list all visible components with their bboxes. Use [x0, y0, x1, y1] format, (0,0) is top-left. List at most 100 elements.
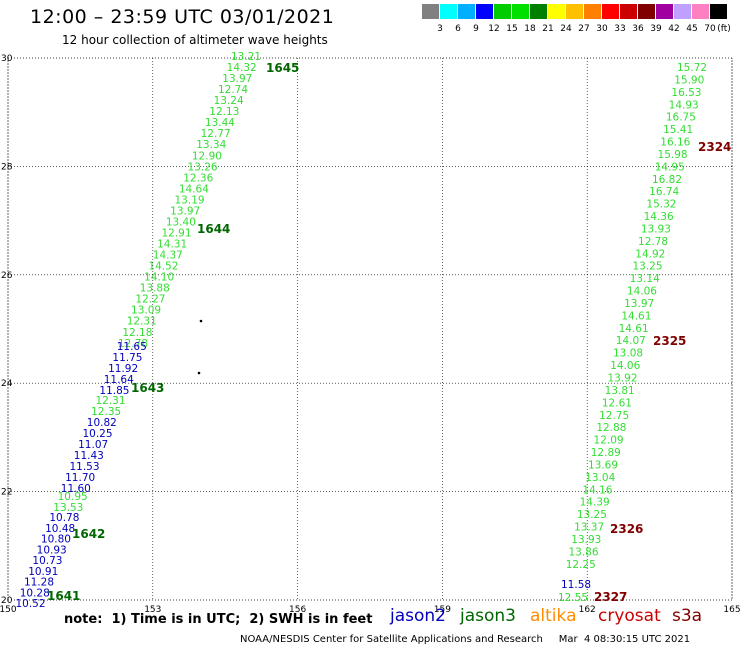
wave-height-value: 10.95 [58, 491, 88, 503]
wave-height-value: 14.61 [621, 310, 651, 322]
wave-height-value: 14.64 [179, 183, 209, 195]
lat-tick-label: 20 [1, 596, 13, 606]
lat-tick-label: 30 [1, 54, 13, 64]
page-subtitle: 12 hour collection of altimeter wave hei… [62, 33, 328, 47]
pass-time-label: 1642 [72, 527, 105, 541]
scale-label: 36 [632, 24, 644, 34]
wave-height-value: 15.41 [663, 124, 693, 136]
pass-time-label: 2325 [653, 334, 686, 348]
wave-height-value: 13.97 [222, 73, 252, 85]
scale-swatch [584, 4, 601, 19]
pass-time-label: 1641 [47, 589, 80, 603]
map-grid [7, 57, 733, 601]
scale-swatch [440, 4, 457, 19]
lon-tick-label: 159 [434, 605, 451, 615]
wave-height-value: 12.91 [161, 227, 191, 239]
wave-height-value: 12.13 [209, 106, 239, 118]
scale-label: 9 [473, 24, 479, 34]
scale-swatch [656, 4, 673, 19]
wave-height-value: 13.69 [588, 459, 618, 471]
scale-swatch [638, 4, 655, 19]
wave-height-value: 13.34 [196, 139, 226, 151]
scale-swatch [512, 4, 529, 19]
wave-height-value: 10.28 [20, 587, 50, 599]
wave-height-value: 14.32 [227, 62, 257, 74]
wave-height-value: 11.28 [24, 577, 54, 589]
pass-time-label: 2326 [610, 522, 643, 536]
scale-label: 15 [506, 24, 518, 34]
scale-label: 45 [686, 24, 698, 34]
scale-label: 21 [542, 24, 554, 34]
pass-time-label: 2327 [594, 590, 627, 604]
wave-height-value: 10.52 [15, 598, 45, 610]
wave-height-value: 12.36 [183, 172, 213, 184]
wave-height-value: 13.97 [170, 205, 200, 217]
legend-cryosat: cryosat [598, 606, 661, 626]
wave-height-value: 13.81 [605, 385, 635, 397]
lon-tick-label: 156 [289, 605, 306, 615]
wave-height-value: 12.25 [566, 559, 596, 571]
wave-height-value: 14.07 [616, 335, 646, 347]
scale-label: 39 [650, 24, 662, 34]
wave-height-value: 12.55 [558, 592, 588, 604]
wave-height-value: 14.06 [627, 286, 657, 298]
scale-swatch [530, 4, 547, 19]
wave-height-value: 11.58 [561, 579, 591, 591]
wave-height-value: 10.48 [45, 523, 75, 535]
lat-tick-label: 22 [1, 488, 12, 498]
wave-height-value: 15.90 [674, 74, 704, 86]
scale-swatch [566, 4, 583, 19]
wave-height-value: 12.18 [122, 327, 152, 339]
wave-height-value: 11.92 [108, 363, 138, 375]
wave-height-value: 11.60 [61, 483, 91, 495]
lat-tick-label: 26 [1, 271, 13, 281]
wave-height-value: 12.35 [91, 406, 121, 418]
scale-label: 70 [704, 24, 716, 34]
wave-height-value: 13.53 [53, 502, 83, 514]
wave-height-value: 14.95 [655, 161, 685, 173]
wave-height-value: 14.93 [669, 99, 699, 111]
scale-label: 33 [614, 24, 626, 34]
footer-credit: NOAA/NESDIS Center for Satellite Applica… [240, 634, 691, 645]
wave-height-value: 10.25 [82, 428, 112, 440]
wave-height-value: 13.21 [231, 51, 261, 63]
wave-height-value: 13.09 [131, 305, 161, 317]
pass-time-label: 2324 [698, 140, 731, 154]
wave-height-value: 12.31 [95, 395, 125, 407]
wave-height-value: 14.31 [157, 239, 187, 251]
scale-label: 24 [560, 24, 572, 34]
wave-height-value: 14.39 [580, 497, 610, 509]
lon-tick-label: 162 [579, 605, 596, 615]
wave-height-value: 14.37 [153, 250, 183, 262]
wave-height-value: 13.25 [632, 261, 662, 273]
wave-height-value: 11.07 [78, 439, 108, 451]
legend-jason2: jason2 [390, 606, 446, 626]
scale-swatch [602, 4, 619, 19]
wave-height-value: 11.43 [74, 450, 104, 462]
wave-height-value: 12.27 [135, 294, 165, 306]
scale-label: 27 [578, 24, 590, 34]
lat-tick-label: 24 [1, 379, 13, 389]
time-labels: 1645 1644 1643 1642 1641 2324 2325 2326 2327 [47, 61, 731, 604]
wave-height-value: 16.53 [671, 87, 701, 99]
scale-swatch [458, 4, 475, 19]
island-dot [199, 319, 203, 323]
pass-time-label: 1645 [266, 61, 299, 75]
wave-height-value: 14.16 [582, 484, 612, 496]
scale-label: 30 [596, 24, 608, 34]
pass-time-label: 1644 [197, 222, 230, 236]
scale-unit: (ft) [717, 24, 731, 34]
wave-height-value: 15.98 [658, 149, 688, 161]
wave-height-value: 13.19 [175, 194, 205, 206]
legend-altika: altika [530, 606, 577, 626]
track-labels: 13.2114.3213.9712.7413.2412.1313.4412.77… [15, 51, 707, 610]
wave-height-value: 14.06 [610, 360, 640, 372]
lon-tick-label: 153 [144, 605, 161, 615]
wave-height-value: 13.37 [574, 522, 604, 534]
wave-height-value: 12.90 [192, 150, 222, 162]
wave-height-value: 10.91 [28, 566, 58, 578]
wave-height-value: 10.82 [87, 417, 117, 429]
scale-label: 3 [437, 24, 443, 34]
wave-height-value: 11.75 [112, 352, 142, 364]
wave-height-value: 13.24 [214, 95, 244, 107]
